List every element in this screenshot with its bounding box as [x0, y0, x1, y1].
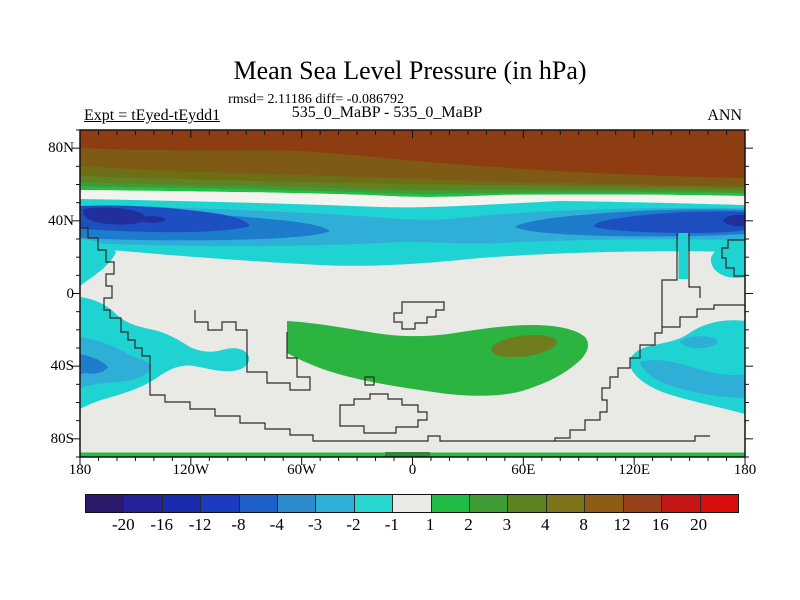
colorbar-boundary-label: 20	[690, 515, 708, 534]
coastline-east-staircase-down	[554, 327, 663, 441]
coastline-central-island	[393, 301, 445, 330]
lon-tick-label: 180	[68, 462, 92, 478]
colorbar-boundary-label: -20	[112, 515, 135, 534]
east-edge-cyan-block	[710, 239, 745, 278]
lon-tick-label: 60W	[287, 462, 317, 478]
experiment-label: Expt = tEyed-tEydd1	[84, 107, 221, 124]
colorbar-boundary-label: -2	[346, 515, 361, 534]
lon-tick-label: 180	[733, 462, 757, 478]
coastline-west-main	[80, 227, 710, 442]
colorbar-segment	[201, 495, 240, 512]
colorbar-segment	[86, 495, 125, 512]
colorbar-boundary-label: -12	[188, 515, 212, 534]
coastline-northeast-block	[721, 239, 745, 277]
south-west-lightblue-core	[80, 337, 152, 388]
north-navy-east	[723, 214, 745, 227]
lon-tick-label: 120E	[618, 462, 650, 478]
lon-tick-label: 0	[408, 462, 417, 478]
colorbar-segment	[546, 495, 586, 512]
colorbar	[85, 494, 739, 513]
lat-axis-labels: 80N 40N 0 40S 80S	[0, 0, 74, 600]
lat-tick-label: 80N	[48, 140, 74, 157]
coastline-east-strait-west-wall	[661, 233, 678, 327]
south-olive-core	[491, 334, 557, 358]
lat-tick-label: 80S	[50, 430, 74, 447]
colorbar-segment	[470, 495, 509, 512]
colorbar-boundary-label: 16	[651, 515, 669, 534]
season-label: ANN	[707, 107, 742, 124]
north-navy-west	[83, 207, 146, 225]
coastline-small-square	[364, 376, 375, 386]
coastline-east-strait-east-wall	[688, 233, 701, 298]
north-navy-west-2	[139, 215, 166, 223]
east-strait-cyan	[678, 233, 688, 279]
colorbar-segment	[393, 495, 432, 512]
colorbar-boundary-label: 12	[613, 515, 631, 534]
lon-tick-label: 120W	[172, 462, 210, 478]
north-band-12-16	[80, 130, 745, 178]
colorbar-labels: -20 -16 -12 -8 -4 -3 -2 -1 1 2 3 4 8 12 16 20	[0, 515, 800, 537]
colorbar-boundary-label: -16	[150, 515, 174, 534]
axis-ticks	[72, 129, 753, 465]
colorbar-boundary-label: 3	[502, 515, 512, 534]
coastline-central-claw	[194, 310, 311, 391]
colorbar-segment	[354, 495, 394, 512]
colorbar-segment	[662, 495, 701, 512]
south-east-lightblue-core	[640, 359, 745, 398]
colorbar-boundary-label: 4	[540, 515, 550, 534]
north-darkblue-east	[593, 211, 745, 233]
stats-line: rmsd= 2.11186 diff= -0.086792	[228, 92, 404, 107]
colorbar-boundary-label: 8	[579, 515, 588, 534]
colorbar-boundary-label: -8	[231, 515, 246, 534]
colorbar-segment	[508, 495, 547, 512]
plot-title: Mean Sea Level Pressure (in hPa)	[233, 56, 587, 85]
west-edge-cyan-wedge	[80, 239, 116, 286]
colorbar-boundary-label: -3	[308, 515, 323, 534]
colorbar-boundary-label: -4	[269, 515, 284, 534]
antarctic-strip-dark-segment	[385, 452, 430, 457]
lat-tick-label: 0	[66, 285, 75, 302]
coastline-east-staircase-up	[662, 304, 745, 328]
colorbar-boundary-label: -1	[384, 515, 399, 534]
coastline-lower-loop	[339, 393, 428, 434]
comparison-line: 535_0_MaBP - 535_0_MaBP	[291, 104, 483, 121]
colorbar-segment	[316, 495, 355, 512]
lat-tick-label: 40N	[48, 212, 74, 229]
colorbar-segment	[124, 495, 163, 512]
colorbar-segment	[623, 495, 663, 512]
colorbar-segment	[239, 495, 279, 512]
colorbar-segment	[162, 495, 202, 512]
south-east-lightblue-streak	[680, 336, 718, 349]
colorbar-segment	[700, 495, 738, 512]
colorbar-segment	[431, 495, 471, 512]
colorbar-boundary-label: 1	[425, 515, 435, 534]
colorbar-boundary-label: 2	[464, 515, 473, 534]
lat-tick-label: 40S	[50, 358, 74, 375]
lon-tick-label: 60E	[511, 462, 536, 478]
lon-axis-labels: 180 120W 60W 0 60E 120E 180	[0, 462, 800, 482]
colorbar-segment	[585, 495, 624, 512]
colorbar-segment	[278, 495, 317, 512]
south-west-blue-core	[80, 354, 108, 374]
